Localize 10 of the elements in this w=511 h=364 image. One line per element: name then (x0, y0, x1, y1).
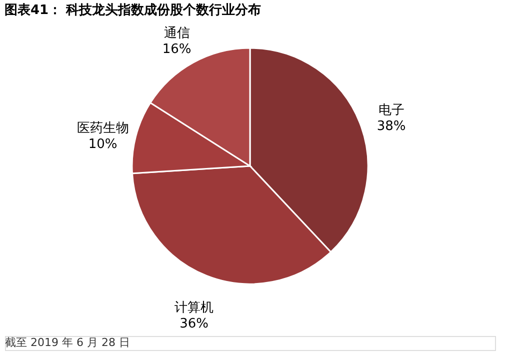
slice-label: 计算机 (174, 300, 214, 316)
slice-label: 电子 (378, 103, 404, 118)
data-label: 16% (162, 42, 192, 57)
chart-title: 图表41： 科技龙头指数成份股个数行业分布 (4, 3, 262, 18)
data-label: 38% (376, 119, 406, 134)
slice-label: 通信 (164, 26, 190, 41)
text: 截至 2019 年 6 月 28 日 (5, 336, 130, 349)
data-label: 36% (180, 316, 208, 332)
data-label: 10% (88, 137, 118, 152)
slice-label: 医药生物 (76, 121, 129, 136)
